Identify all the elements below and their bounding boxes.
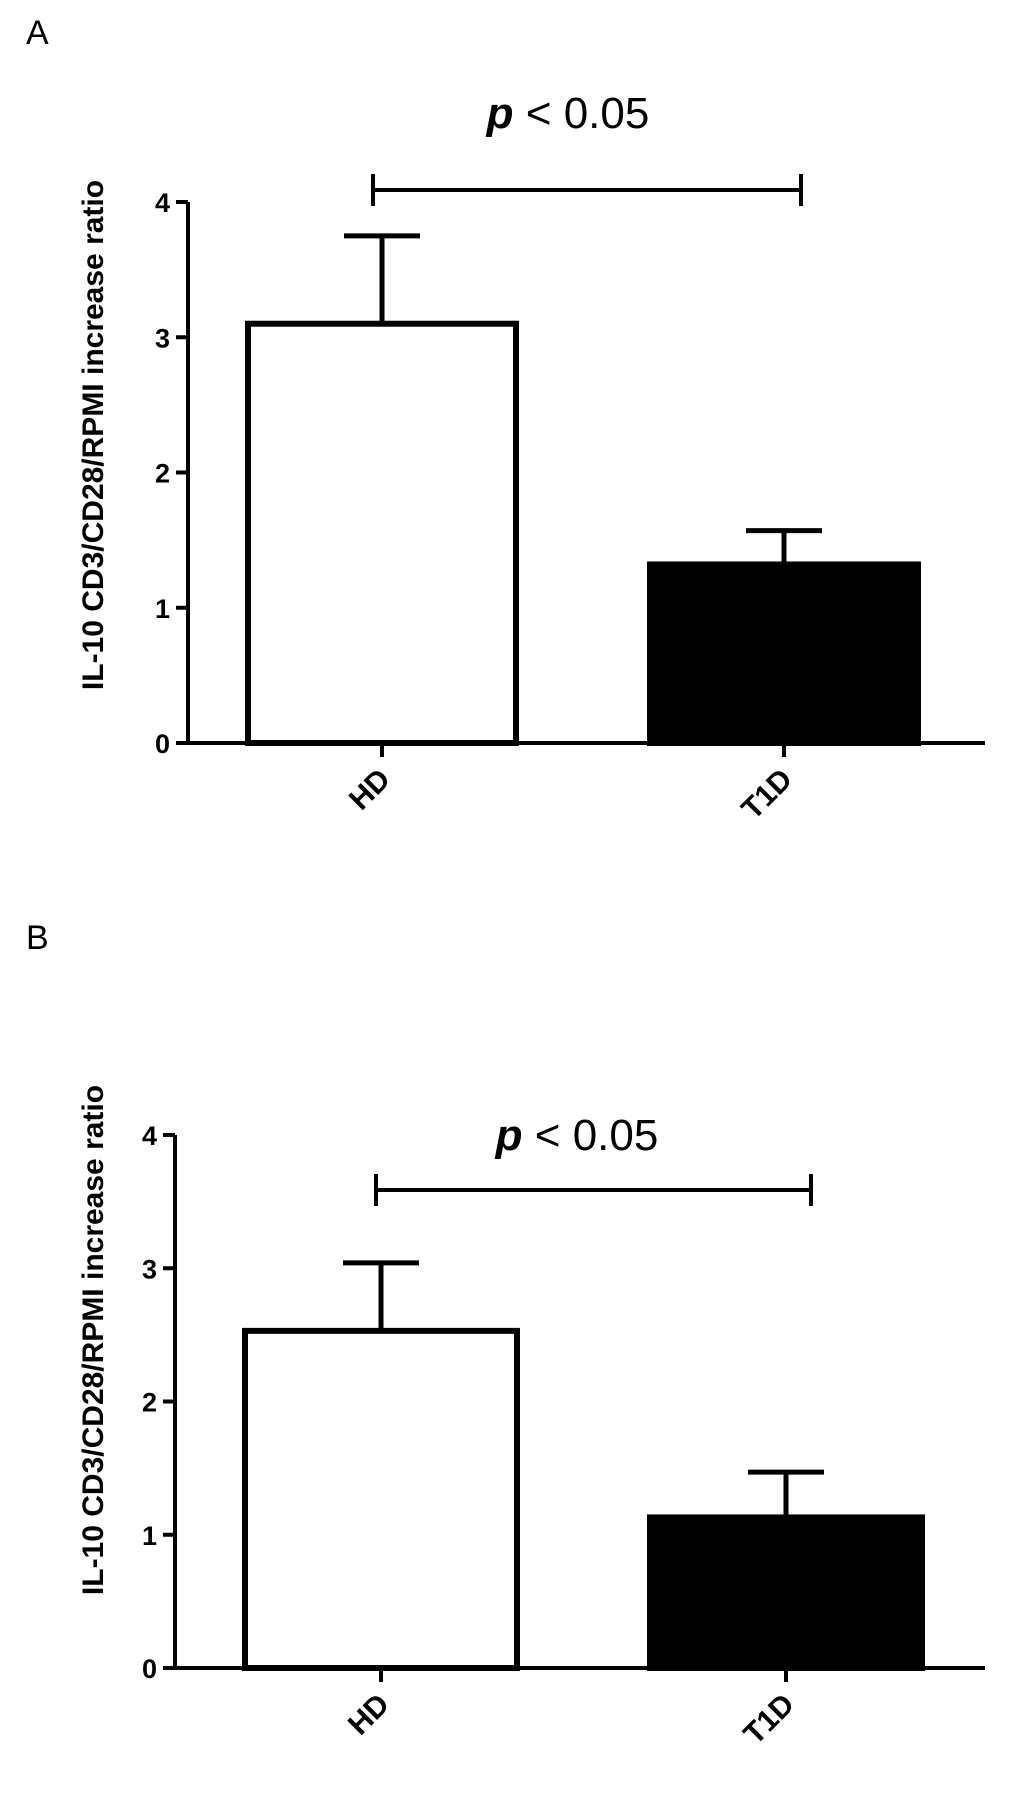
y-tick-label-1-a: 1 — [155, 594, 170, 624]
significance-label-b: p < 0.05 — [495, 1111, 659, 1160]
chart-a: A IL-10 CD3/CD28/RPMI increase ratio p <… — [26, 14, 985, 826]
bar-hd-a — [245, 320, 519, 746]
x-tick-label-hd-b: HD — [342, 1688, 396, 1742]
y-tick-label-0-b: 0 — [142, 1654, 157, 1684]
chart-b: B IL-10 CD3/CD28/RPMI increase ratio p <… — [26, 919, 985, 1751]
x-tick-label-t1d-a: T1D — [736, 763, 799, 826]
p-threshold-b: < 0.05 — [523, 1111, 659, 1160]
panel-b: B IL-10 CD3/CD28/RPMI increase ratio p <… — [0, 905, 1024, 1810]
y-tick-label-2-a: 2 — [155, 459, 170, 489]
y-axis-label-b: IL-10 CD3/CD28/RPMI increase ratio — [77, 1085, 110, 1595]
bar-t1d-a — [647, 561, 921, 746]
x-tick-label-t1d-b: T1D — [738, 1688, 801, 1751]
y-tick-label-3-b: 3 — [142, 1254, 157, 1284]
y-tick-label-4-b: 4 — [142, 1121, 157, 1151]
significance-label-a: p < 0.05 — [486, 89, 650, 138]
panel-letter-b: B — [26, 919, 49, 957]
bar-hd-b — [242, 1327, 520, 1671]
y-axis-label-a: IL-10 CD3/CD28/RPMI increase ratio — [77, 180, 110, 690]
p-threshold-a: < 0.05 — [514, 89, 650, 138]
y-tick-label-4-a: 4 — [155, 188, 170, 218]
y-tick-label-3-a: 3 — [155, 323, 170, 353]
panel-letter-a: A — [26, 14, 49, 52]
panel-a: A IL-10 CD3/CD28/RPMI increase ratio p <… — [26, 14, 985, 826]
plot-area-b: HD T1D 0 1 2 3 4 — [142, 1121, 985, 1751]
p-symbol-b: p — [495, 1111, 523, 1160]
y-tick-label-0-a: 0 — [155, 729, 170, 759]
x-tick-label-hd-a: HD — [343, 763, 397, 817]
y-tick-label-2-b: 2 — [142, 1388, 157, 1418]
p-symbol-a: p — [486, 89, 514, 138]
y-tick-label-1-b: 1 — [142, 1521, 157, 1551]
plot-area-a: HD T1D 0 1 2 3 4 — [155, 174, 985, 826]
bar-t1d-b — [647, 1514, 925, 1671]
